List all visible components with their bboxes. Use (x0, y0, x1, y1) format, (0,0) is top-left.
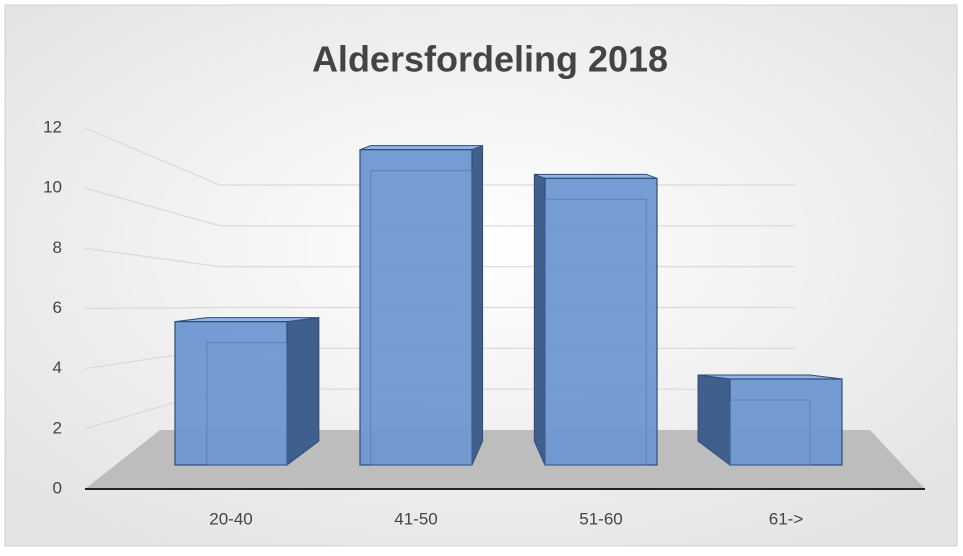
bar (544, 177, 658, 466)
y-tick-label: 2 (53, 418, 62, 437)
bar (359, 149, 473, 466)
y-tick-label: 4 (53, 358, 62, 377)
bar-inner-edge (544, 198, 647, 466)
chart-title: Aldersfordeling 2018 (312, 39, 668, 80)
bar-inner-edge (729, 399, 811, 466)
y-tick-label: 0 (53, 478, 62, 497)
bar (174, 321, 288, 466)
bar-side (533, 173, 546, 466)
y-tick-label: 12 (43, 117, 62, 136)
bar-inner-edge (370, 170, 473, 466)
bar-side (471, 144, 484, 466)
y-tick-label: 10 (43, 178, 62, 197)
bar-inner-edge (206, 342, 288, 466)
x-tick-label: 51-60 (579, 509, 622, 528)
x-tick-label: 41-50 (394, 509, 437, 528)
y-tick-label: 8 (53, 238, 62, 257)
x-tick-label: 20-40 (209, 509, 252, 528)
y-tick-label: 6 (53, 298, 62, 317)
bar-side (286, 317, 320, 467)
bar (729, 378, 843, 466)
x-tick-label: 61-> (769, 509, 804, 528)
